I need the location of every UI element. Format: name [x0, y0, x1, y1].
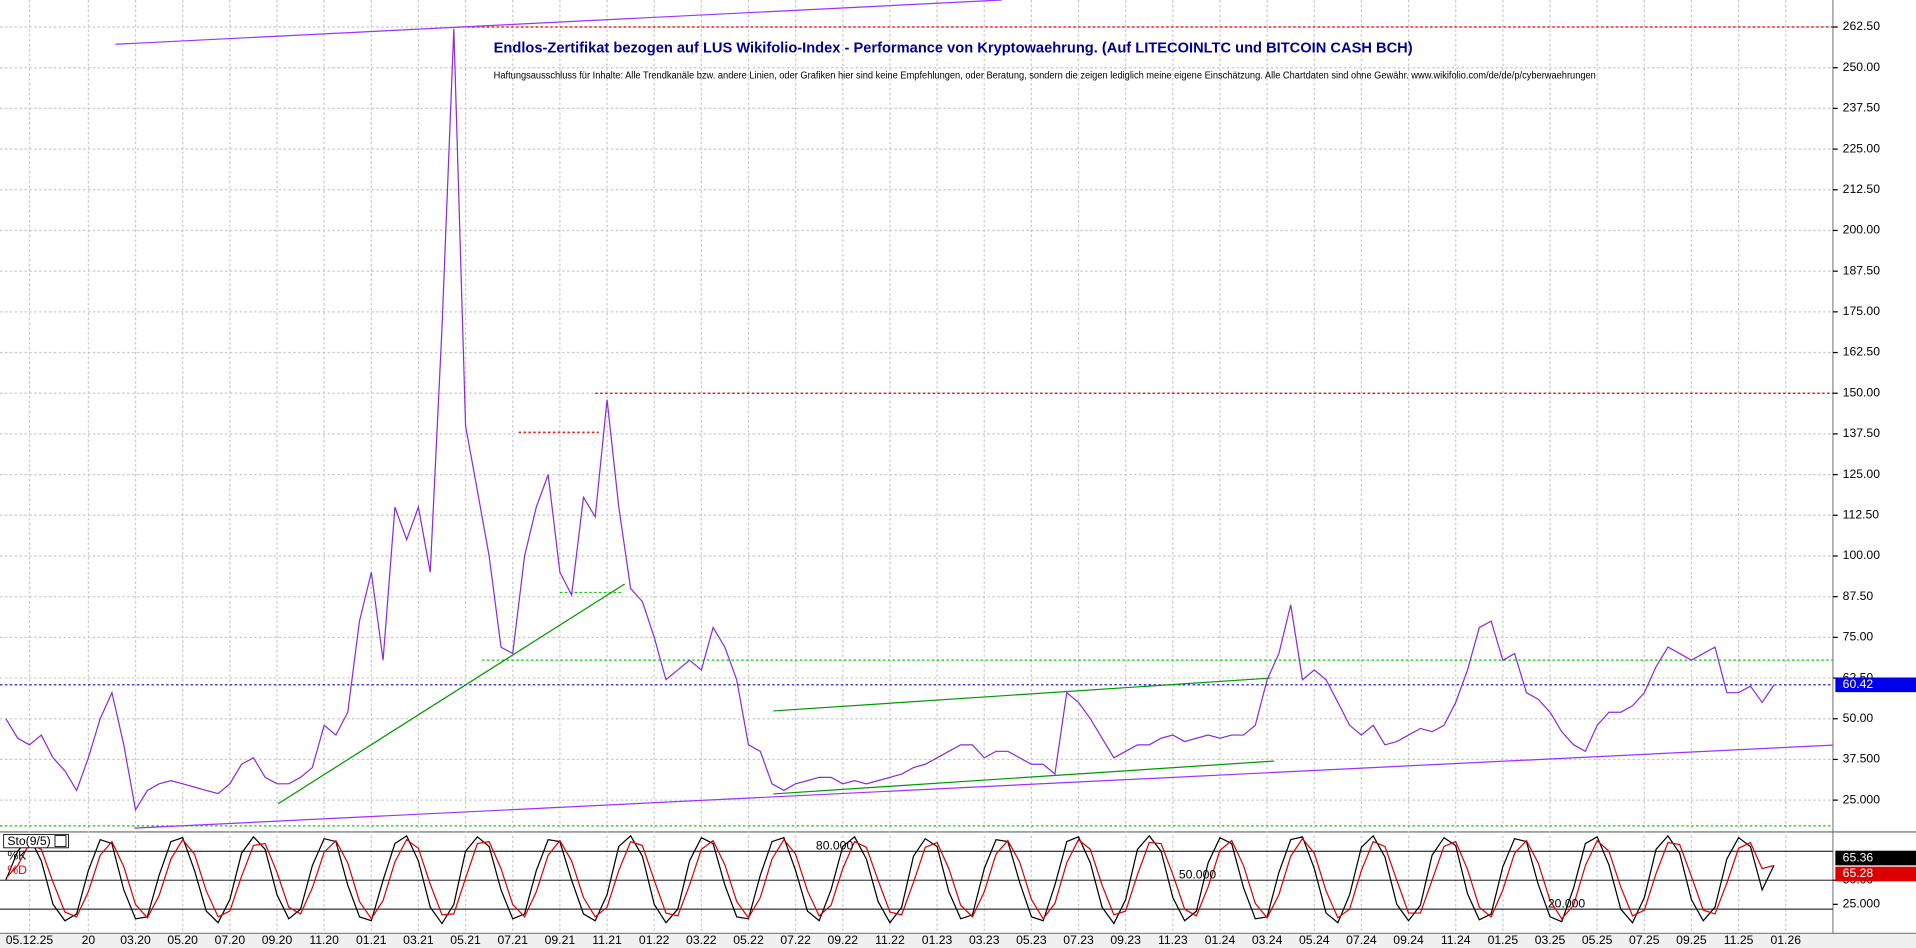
x-tick-label: 07.20	[215, 933, 246, 947]
trendline	[773, 677, 1271, 712]
y-tick-label: 37.500	[1843, 752, 1881, 766]
x-tick-label: 11.25	[1724, 933, 1754, 947]
trendline	[773, 760, 1275, 795]
trendline	[277, 583, 626, 805]
y-tick-label: 175.00	[1843, 304, 1881, 318]
trendline	[115, 0, 1002, 45]
last-value-label: 65.36	[1843, 850, 1874, 864]
y-tick-label: 137.50	[1843, 426, 1881, 440]
labels: 05.12.25 20 03.20 05.20 07.20 09.20 11.20 01.21…	[6, 19, 1916, 947]
y-tick-label: 262.50	[1843, 19, 1881, 33]
x-tick-label: 09.22	[828, 933, 859, 947]
legend-label: %K	[7, 849, 26, 863]
y-tick-label: 100.00	[1843, 548, 1881, 562]
oscillator-line	[5, 834, 1775, 925]
x-tick-label: 09.24	[1393, 933, 1424, 947]
x-tick-label: 03.22	[686, 933, 717, 947]
x-tick-label: 07.24	[1346, 933, 1377, 947]
y-tick-label: 25.000	[1843, 897, 1881, 911]
x-tick-label: 11.21	[592, 933, 622, 947]
x-tick-label: 01.24	[1205, 933, 1236, 947]
y-tick-label: 200.00	[1843, 223, 1881, 237]
x-tick-label: 11.20	[309, 933, 339, 947]
x-tick-label: 05.24	[1299, 933, 1330, 947]
indicator-box	[3, 833, 69, 849]
trendline	[134, 744, 1833, 829]
x-tick-label: 07.21	[497, 933, 528, 947]
last-value-box	[1835, 677, 1916, 693]
y-tick-label: 112.50	[1843, 508, 1880, 522]
x-tick-label: 03.21	[403, 933, 434, 947]
x-tick-label: 07.22	[780, 933, 811, 947]
marks	[0, 0, 1833, 925]
x-tick-label: 01.25	[1488, 933, 1519, 947]
y-tick-label: 250.00	[1843, 60, 1881, 74]
y-tick-label: 75.00	[1843, 630, 1874, 644]
x-tick-label: 03.20	[120, 933, 151, 947]
x-tick-label: 07.25	[1629, 933, 1660, 947]
y-tick-label: 162.50	[1843, 345, 1881, 359]
x-tick-label: 01.21	[356, 933, 387, 947]
y-tick-label: 212.50	[1843, 182, 1881, 196]
y-tick-label: 150.00	[1843, 385, 1881, 399]
y-tick-label: 237.50	[1843, 101, 1881, 115]
legend-label: %D	[7, 863, 27, 877]
x-tick-label: 09.25	[1676, 933, 1707, 947]
x-tick-label: 05.20	[167, 933, 198, 947]
x-tick-label: 11.22	[875, 933, 905, 947]
x-tick-label: 03.25	[1535, 933, 1566, 947]
level-label: 80.000	[816, 839, 854, 853]
x-tick-label: 01.22	[639, 933, 670, 947]
x-tick-label: 09.20	[262, 933, 293, 947]
level-label: 20.000	[1548, 896, 1586, 910]
x-axis-strip	[0, 933, 1916, 948]
x-tick-label: 03.23	[969, 933, 1000, 947]
indicator-title: Sto(9/5)	[7, 834, 50, 848]
x-tick-label: 11.23	[1158, 933, 1188, 947]
x-tick-label: 05.12.25	[6, 933, 54, 947]
x-tick-label: 05.25	[1582, 933, 1613, 947]
last-value-box	[1835, 850, 1916, 866]
price-line	[5, 28, 1775, 812]
x-tick-label: 05.22	[733, 933, 764, 947]
y-tick-label: 225.00	[1843, 141, 1881, 155]
oscillator-line	[5, 837, 1775, 920]
y-tick-label: 187.50	[1843, 263, 1881, 277]
last-value-label: 60.42	[1843, 677, 1874, 691]
x-tick-label: 11.24	[1441, 933, 1471, 947]
y-tick-label: 125.00	[1843, 467, 1881, 481]
x-tick-label: 05.23	[1016, 933, 1047, 947]
x-tick-label: 05.21	[450, 933, 481, 947]
y-tick-label: 25.000	[1843, 792, 1881, 806]
chart-title: Endlos-Zertifikat bezogen auf LUS Wikifo…	[494, 41, 1413, 57]
x-tick-label: 09.21	[545, 933, 576, 947]
x-tick-label: 03.24	[1252, 933, 1283, 947]
x-tick-label: 09.23	[1110, 933, 1141, 947]
y-tick-label: 50.00	[1843, 711, 1874, 725]
level-label: 50.000	[1179, 868, 1217, 882]
disclaimer: Haftungsausschluss für Inhalte: Alle Tre…	[494, 70, 1596, 81]
last-value-box	[1835, 866, 1916, 882]
x-tick-label: 01.26	[1770, 933, 1801, 947]
x-tick-label: 20	[82, 933, 96, 947]
x-tick-label: 01.23	[922, 933, 953, 947]
grid	[0, 0, 1838, 934]
last-value-label: 65.28	[1843, 866, 1874, 880]
x-tick-label: 07.23	[1063, 933, 1094, 947]
y-tick-label: 87.50	[1843, 589, 1874, 603]
indicator-toggle[interactable]	[54, 835, 67, 848]
